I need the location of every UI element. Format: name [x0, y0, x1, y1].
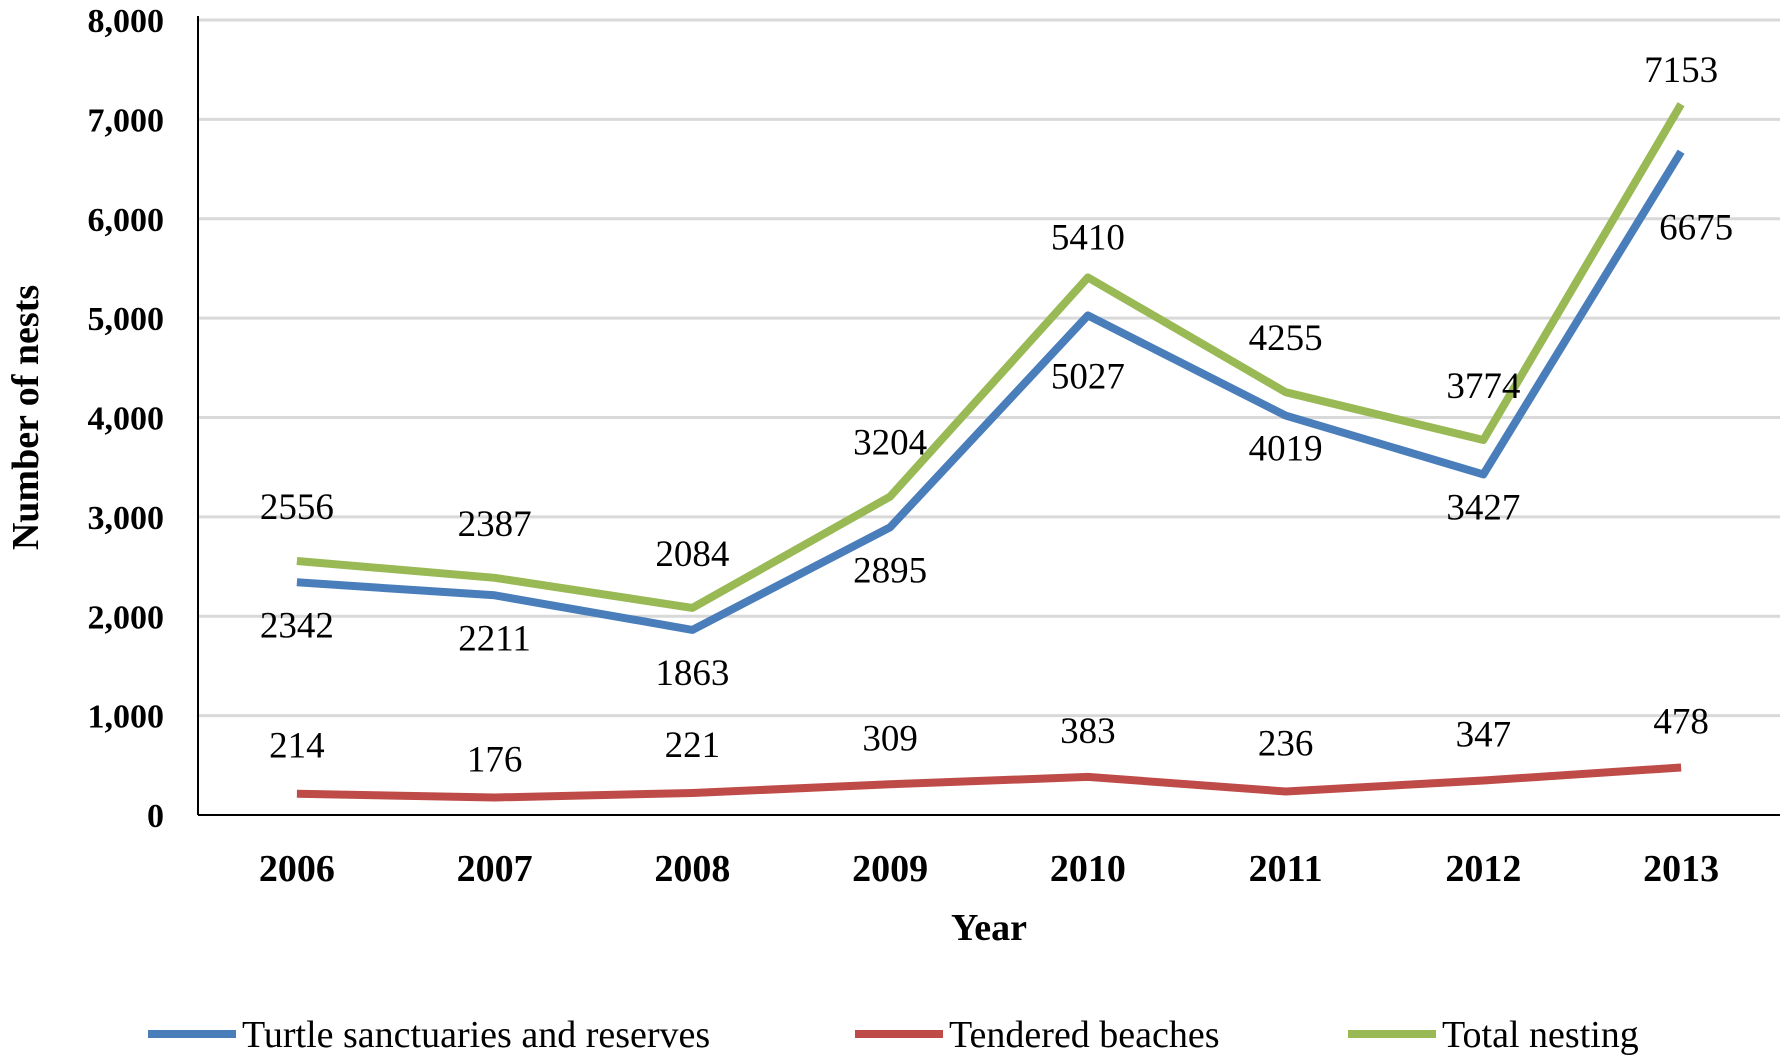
- data-label-series-1: 2342: [260, 605, 334, 646]
- y-tick-label: 3,000: [88, 500, 165, 537]
- data-labels: 2342 2211 1863 2895 5027 4019 3427 6675 214 176 22…: [260, 50, 1733, 780]
- data-label-series-3: 3774: [1446, 366, 1520, 407]
- data-label-series-1: 5027: [1051, 356, 1125, 397]
- data-label-series-3: 2556: [260, 487, 334, 528]
- x-axis-title: Year: [951, 907, 1027, 949]
- y-tick-label: 1,000: [88, 699, 165, 736]
- data-label-series-2: 236: [1258, 724, 1314, 765]
- data-label-series-1: 1863: [655, 653, 729, 694]
- y-tick-label: 0: [147, 798, 164, 835]
- data-label-series-2: 214: [269, 726, 325, 767]
- y-tick-label: 2,000: [88, 599, 165, 636]
- data-label-series-2: 176: [467, 740, 523, 781]
- legend-label-1: Turtle sanctuaries and reserves: [242, 1014, 710, 1056]
- y-tick-label: 5,000: [88, 301, 165, 338]
- y-tick-label: 6,000: [88, 202, 165, 239]
- legend-label-2: Tendered beaches: [949, 1014, 1220, 1056]
- x-tick-label: 2011: [1249, 848, 1323, 890]
- data-label-series-3: 2387: [458, 504, 532, 545]
- data-label-series-1: 3427: [1446, 487, 1520, 528]
- x-tick-labels: 2006 2007 2008 2009 2010 2011 2012 2013: [259, 848, 1719, 890]
- gridlines: [198, 18, 1780, 718]
- series-lines: [296, 102, 1685, 802]
- y-tick-labels: 0 1,000 2,000 3,000 4,000 5,000 6,000 7,000 8,00…: [88, 3, 165, 835]
- data-label-series-3: 7153: [1644, 50, 1718, 91]
- x-tick-label: 2009: [852, 848, 928, 890]
- data-label-series-2: 383: [1060, 711, 1116, 752]
- y-tick-label: 4,000: [88, 401, 165, 438]
- data-label-series-2: 309: [862, 718, 918, 759]
- data-label-series-1: 2211: [458, 618, 531, 659]
- x-tick-label: 2012: [1445, 848, 1521, 890]
- data-label-series-3: 3204: [853, 423, 927, 464]
- data-label-series-2: 221: [665, 725, 721, 766]
- axes: [197, 16, 1780, 816]
- data-label-series-1: 2895: [853, 550, 927, 591]
- y-tick-label: 7,000: [88, 102, 165, 139]
- x-tick-label: 2008: [654, 848, 730, 890]
- data-label-series-1: 6675: [1659, 208, 1733, 249]
- data-label-series-3: 5410: [1051, 217, 1125, 258]
- data-label-series-1: 4019: [1249, 429, 1323, 470]
- y-axis-title: Number of nests: [5, 285, 47, 550]
- x-tick-label: 2013: [1643, 848, 1719, 890]
- series-line-1: [296, 149, 1685, 634]
- data-label-series-3: 2084: [655, 534, 729, 575]
- x-tick-label: 2010: [1050, 848, 1126, 890]
- series-line-3: [296, 102, 1685, 612]
- data-label-series-3: 4255: [1249, 318, 1323, 359]
- x-tick-label: 2007: [457, 848, 533, 890]
- x-tick-label: 2006: [259, 848, 335, 890]
- legend-label-3: Total nesting: [1442, 1014, 1639, 1056]
- data-label-series-2: 478: [1653, 701, 1709, 742]
- y-tick-label: 8,000: [88, 3, 165, 40]
- series-line-2: [296, 763, 1682, 802]
- legend: Turtle sanctuaries and reserves Tendered …: [148, 1014, 1639, 1056]
- data-label-series-2: 347: [1456, 715, 1512, 756]
